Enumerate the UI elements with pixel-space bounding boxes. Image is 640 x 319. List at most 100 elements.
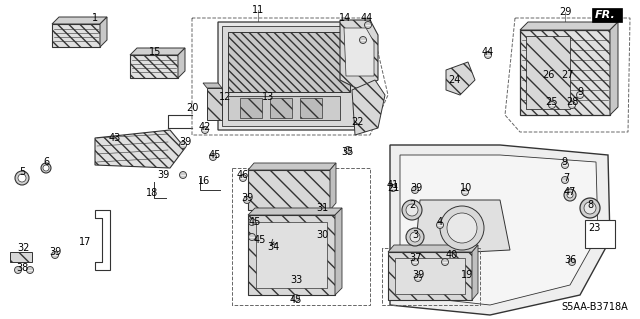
Circle shape [18, 174, 26, 182]
Circle shape [412, 187, 419, 194]
Text: 16: 16 [198, 176, 210, 186]
Text: 2: 2 [409, 200, 415, 210]
Text: 14: 14 [339, 13, 351, 23]
Text: 44: 44 [361, 13, 373, 23]
Circle shape [436, 221, 444, 228]
Polygon shape [256, 222, 327, 288]
Text: 39: 39 [410, 183, 422, 193]
Circle shape [564, 189, 576, 201]
Circle shape [43, 165, 49, 171]
Polygon shape [340, 20, 378, 90]
Circle shape [51, 251, 58, 258]
Text: 41: 41 [387, 180, 399, 190]
Circle shape [412, 258, 419, 265]
Polygon shape [130, 55, 178, 78]
Circle shape [406, 204, 418, 216]
Polygon shape [203, 83, 222, 88]
Polygon shape [446, 62, 475, 95]
Text: 9: 9 [577, 87, 583, 97]
Circle shape [209, 153, 216, 160]
Text: S5AA-B3718A: S5AA-B3718A [561, 302, 628, 312]
Text: 39: 39 [49, 247, 61, 257]
Circle shape [365, 21, 371, 28]
Polygon shape [52, 17, 107, 24]
Polygon shape [610, 22, 618, 115]
Polygon shape [388, 245, 478, 252]
Text: 27: 27 [561, 70, 573, 80]
Text: 39: 39 [157, 170, 169, 180]
Circle shape [15, 266, 22, 273]
Circle shape [442, 258, 449, 265]
Text: 46: 46 [237, 170, 249, 180]
Circle shape [580, 198, 600, 218]
Text: 13: 13 [262, 92, 274, 102]
Polygon shape [52, 24, 100, 47]
Circle shape [561, 176, 568, 183]
Circle shape [41, 163, 51, 173]
Polygon shape [388, 252, 472, 300]
Text: 40: 40 [446, 250, 458, 260]
Circle shape [561, 161, 568, 168]
Text: 38: 38 [16, 263, 28, 273]
Polygon shape [390, 145, 610, 315]
Circle shape [410, 232, 420, 242]
Text: 29: 29 [559, 7, 571, 17]
Circle shape [440, 206, 484, 250]
Circle shape [202, 127, 209, 133]
Polygon shape [520, 22, 618, 30]
Circle shape [179, 142, 186, 149]
Circle shape [243, 197, 250, 204]
Polygon shape [592, 8, 622, 22]
Text: 21: 21 [387, 183, 399, 193]
Text: 19: 19 [461, 270, 473, 280]
Circle shape [248, 219, 255, 226]
Polygon shape [520, 30, 610, 115]
Circle shape [568, 258, 575, 265]
Text: 37: 37 [409, 253, 421, 263]
Text: 20: 20 [186, 103, 198, 113]
Text: 1: 1 [92, 13, 98, 23]
Circle shape [484, 51, 492, 58]
Text: 47: 47 [564, 187, 576, 197]
Circle shape [406, 228, 424, 246]
Text: 39: 39 [179, 137, 191, 147]
Circle shape [548, 101, 556, 108]
Polygon shape [472, 245, 478, 300]
Polygon shape [222, 26, 354, 126]
Circle shape [461, 189, 468, 196]
Polygon shape [178, 48, 185, 78]
Polygon shape [207, 88, 222, 120]
Circle shape [292, 294, 300, 301]
Text: 7: 7 [563, 173, 569, 183]
Text: 17: 17 [79, 237, 91, 247]
Polygon shape [100, 17, 107, 47]
Polygon shape [10, 252, 32, 262]
Polygon shape [344, 28, 374, 76]
Text: 44: 44 [482, 47, 494, 57]
Text: 39: 39 [412, 270, 424, 280]
Polygon shape [395, 258, 465, 294]
Polygon shape [300, 98, 322, 118]
Circle shape [26, 266, 33, 273]
Polygon shape [95, 210, 110, 270]
Polygon shape [270, 98, 292, 118]
Polygon shape [335, 208, 342, 295]
Text: 45: 45 [249, 217, 261, 227]
Text: 36: 36 [564, 255, 576, 265]
Polygon shape [585, 220, 615, 248]
Text: 42: 42 [199, 122, 211, 132]
Text: 34: 34 [267, 242, 279, 252]
Text: 4: 4 [437, 217, 443, 227]
Circle shape [179, 172, 186, 179]
Text: 43: 43 [109, 133, 121, 143]
Circle shape [248, 234, 255, 241]
Text: 9: 9 [561, 157, 567, 167]
Circle shape [577, 92, 584, 99]
Text: 12: 12 [219, 92, 231, 102]
Text: 6: 6 [43, 157, 49, 167]
Text: 18: 18 [146, 188, 158, 198]
Circle shape [567, 192, 573, 198]
Text: 10: 10 [460, 183, 472, 193]
Circle shape [239, 174, 246, 182]
Polygon shape [526, 36, 570, 109]
